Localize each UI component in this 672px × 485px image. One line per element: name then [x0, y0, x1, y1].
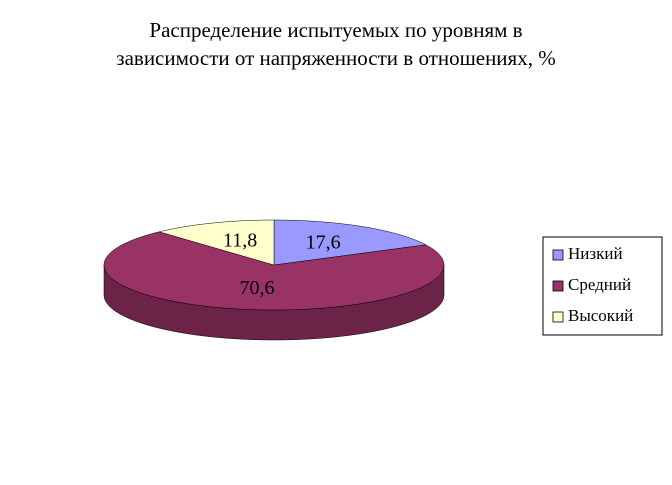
legend-label: Высокий	[568, 306, 633, 325]
legend-label: Средний	[568, 275, 631, 294]
chart-title: зависимости от напряженности в отношения…	[116, 46, 555, 70]
slice	[103, 231, 445, 311]
legend-swatch	[552, 249, 564, 261]
legend-swatch	[552, 311, 564, 323]
chart-title: Распределение испытуемых по уровням в	[149, 18, 522, 42]
legend-label: Низкий	[568, 244, 623, 263]
data-label: 17,6	[306, 232, 341, 254]
legend-swatch	[552, 280, 564, 292]
slice	[158, 219, 275, 266]
slice	[273, 219, 427, 266]
data-label: 11,8	[223, 230, 257, 252]
data-label: 70,6	[240, 277, 275, 299]
